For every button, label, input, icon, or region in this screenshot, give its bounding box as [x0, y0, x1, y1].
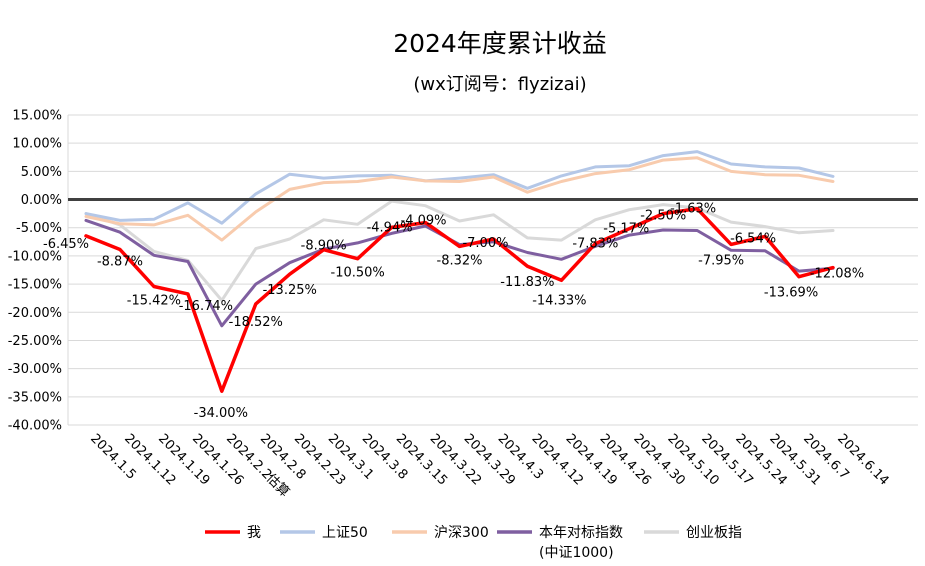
y-tick-label: -20.00%	[8, 306, 62, 321]
data-label: -4.09%	[401, 214, 447, 229]
chart-subtitle: (wx订阅号：flyzizai)	[413, 74, 586, 95]
data-label: -8.90%	[301, 239, 347, 254]
legend-label: 创业板指	[686, 525, 742, 541]
data-label: -7.00%	[462, 236, 508, 251]
data-label: -11.83%	[500, 275, 554, 290]
data-label: -4.94%	[367, 220, 413, 235]
y-tick-label: 0.00%	[21, 193, 62, 208]
legend-label: 本年对标指数	[539, 525, 623, 541]
y-tick-label: -40.00%	[8, 419, 62, 434]
y-tick-label: 10.00%	[12, 137, 62, 152]
legend: 我 上证50 沪深300 本年对标指数 (中证1000) 创业板指	[205, 525, 742, 561]
legend-label-line2: (中证1000)	[539, 545, 614, 561]
data-label: -8.32%	[437, 253, 483, 268]
data-label: -13.69%	[764, 286, 818, 301]
y-tick-label: -15.00%	[8, 278, 62, 293]
data-label: -34.00%	[194, 406, 248, 421]
y-tick-label: -35.00%	[8, 390, 62, 405]
x-axis-ticks: 2024.1.52024.1.122024.1.192024.1.262024.…	[87, 431, 891, 500]
data-labels: -6.45% -8.87% -15.42%-16.74% -34.00% -18.52%…	[43, 202, 864, 421]
y-tick-label: 15.00%	[12, 109, 62, 124]
legend-label: 上证50	[322, 525, 368, 541]
y-tick-label: -5.00%	[16, 221, 62, 236]
data-label: -8.87%	[97, 255, 143, 270]
data-label: -7.83%	[572, 237, 618, 252]
data-label: -6.54%	[730, 231, 776, 246]
y-axis-ticks: 15.00% 10.00% 5.00% 0.00% -5.00% -10.00% -15.0…	[8, 109, 62, 434]
series-line-1	[84, 150, 835, 225]
legend-label: 我	[247, 525, 261, 541]
data-label: -1.63%	[670, 202, 716, 217]
data-label: -7.95%	[698, 253, 744, 268]
gridlines	[67, 114, 918, 426]
data-label: -5.17%	[603, 222, 649, 237]
series-lines	[84, 150, 835, 393]
series-line-4	[84, 199, 835, 302]
y-tick-label: -25.00%	[8, 334, 62, 349]
data-label: -14.33%	[532, 293, 586, 308]
data-label: -6.45%	[43, 237, 89, 252]
chart-title: 2024年度累计收益	[393, 29, 607, 58]
series-line-2	[84, 156, 835, 242]
data-label: -18.52%	[229, 315, 283, 330]
y-tick-label: -10.00%	[8, 249, 62, 264]
data-label: -15.42%	[127, 293, 181, 308]
data-label: -13.25%	[263, 283, 317, 298]
data-label: -10.50%	[331, 266, 385, 281]
y-tick-label: 5.00%	[21, 165, 62, 180]
data-label: -2.50%	[640, 209, 686, 224]
legend-label: 沪深300	[434, 525, 489, 541]
data-label: -16.74%	[179, 299, 233, 314]
data-label: -12.08%	[810, 267, 864, 282]
y-tick-label: -30.00%	[8, 362, 62, 377]
series-line-0	[84, 206, 835, 393]
